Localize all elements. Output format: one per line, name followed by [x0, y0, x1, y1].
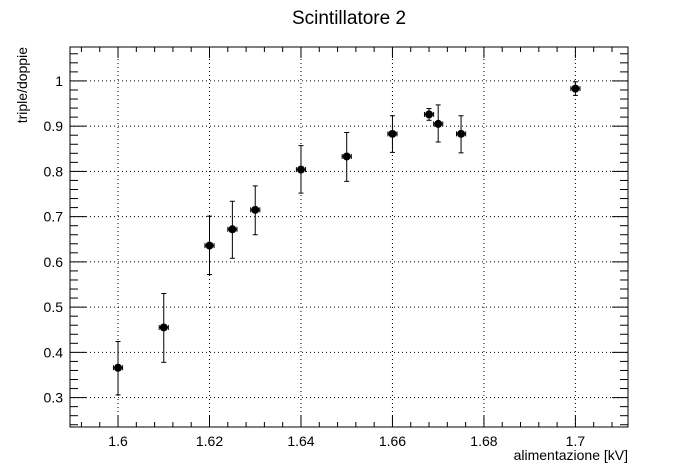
data-marker — [388, 129, 397, 138]
y-tick-label: 0.9 — [44, 118, 64, 134]
x-tick-label: 1.7 — [566, 433, 586, 449]
x-tick-label: 1.64 — [287, 433, 314, 449]
grid — [70, 47, 628, 427]
y-tick-label: 1 — [55, 73, 63, 89]
chart-title: Scintillatore 2 — [292, 8, 406, 29]
data-marker — [571, 84, 580, 93]
data-point — [158, 293, 169, 363]
y-tick-label: 0.6 — [44, 254, 64, 270]
y-tick-label: 0.3 — [44, 390, 64, 406]
data-point — [387, 115, 398, 153]
axis-ticks — [70, 47, 628, 427]
data-point — [455, 115, 467, 154]
data-marker — [434, 119, 443, 128]
plot-frame — [69, 46, 629, 428]
data-marker — [251, 205, 260, 214]
y-tick-label: 0.4 — [44, 344, 64, 360]
data-point — [570, 81, 581, 96]
data-marker — [205, 241, 214, 250]
x-axis-title: alimentazione [kV] — [514, 447, 628, 463]
data-marker — [457, 129, 466, 138]
data-marker — [228, 225, 237, 234]
data-point — [433, 104, 444, 143]
data-point — [423, 108, 435, 121]
data-point — [295, 145, 307, 194]
tick-labels: 1.6 1.62 1.64 1.66 1.68 1.7 0.3 0.4 0.5 0.6 0.7 0.8… — [44, 73, 586, 449]
data-point — [250, 185, 261, 236]
data-marker — [296, 165, 305, 174]
x-tick-label: 1.6 — [108, 433, 128, 449]
data-marker — [425, 110, 434, 119]
x-tick-label: 1.62 — [196, 433, 223, 449]
data-point — [227, 200, 238, 259]
y-tick-label: 0.8 — [44, 163, 64, 179]
data-marker — [159, 323, 168, 332]
data-marker — [114, 363, 123, 372]
y-tick-label: 0.7 — [44, 209, 64, 225]
data-point — [341, 132, 352, 182]
data-point — [204, 215, 215, 276]
y-axis-title: triple/doppie — [14, 47, 30, 123]
y-tick-label: 0.5 — [44, 299, 64, 315]
x-tick-label: 1.68 — [470, 433, 497, 449]
data-point — [112, 341, 124, 396]
data-marker — [342, 152, 351, 161]
data-points — [112, 81, 581, 396]
x-tick-label: 1.66 — [379, 433, 406, 449]
